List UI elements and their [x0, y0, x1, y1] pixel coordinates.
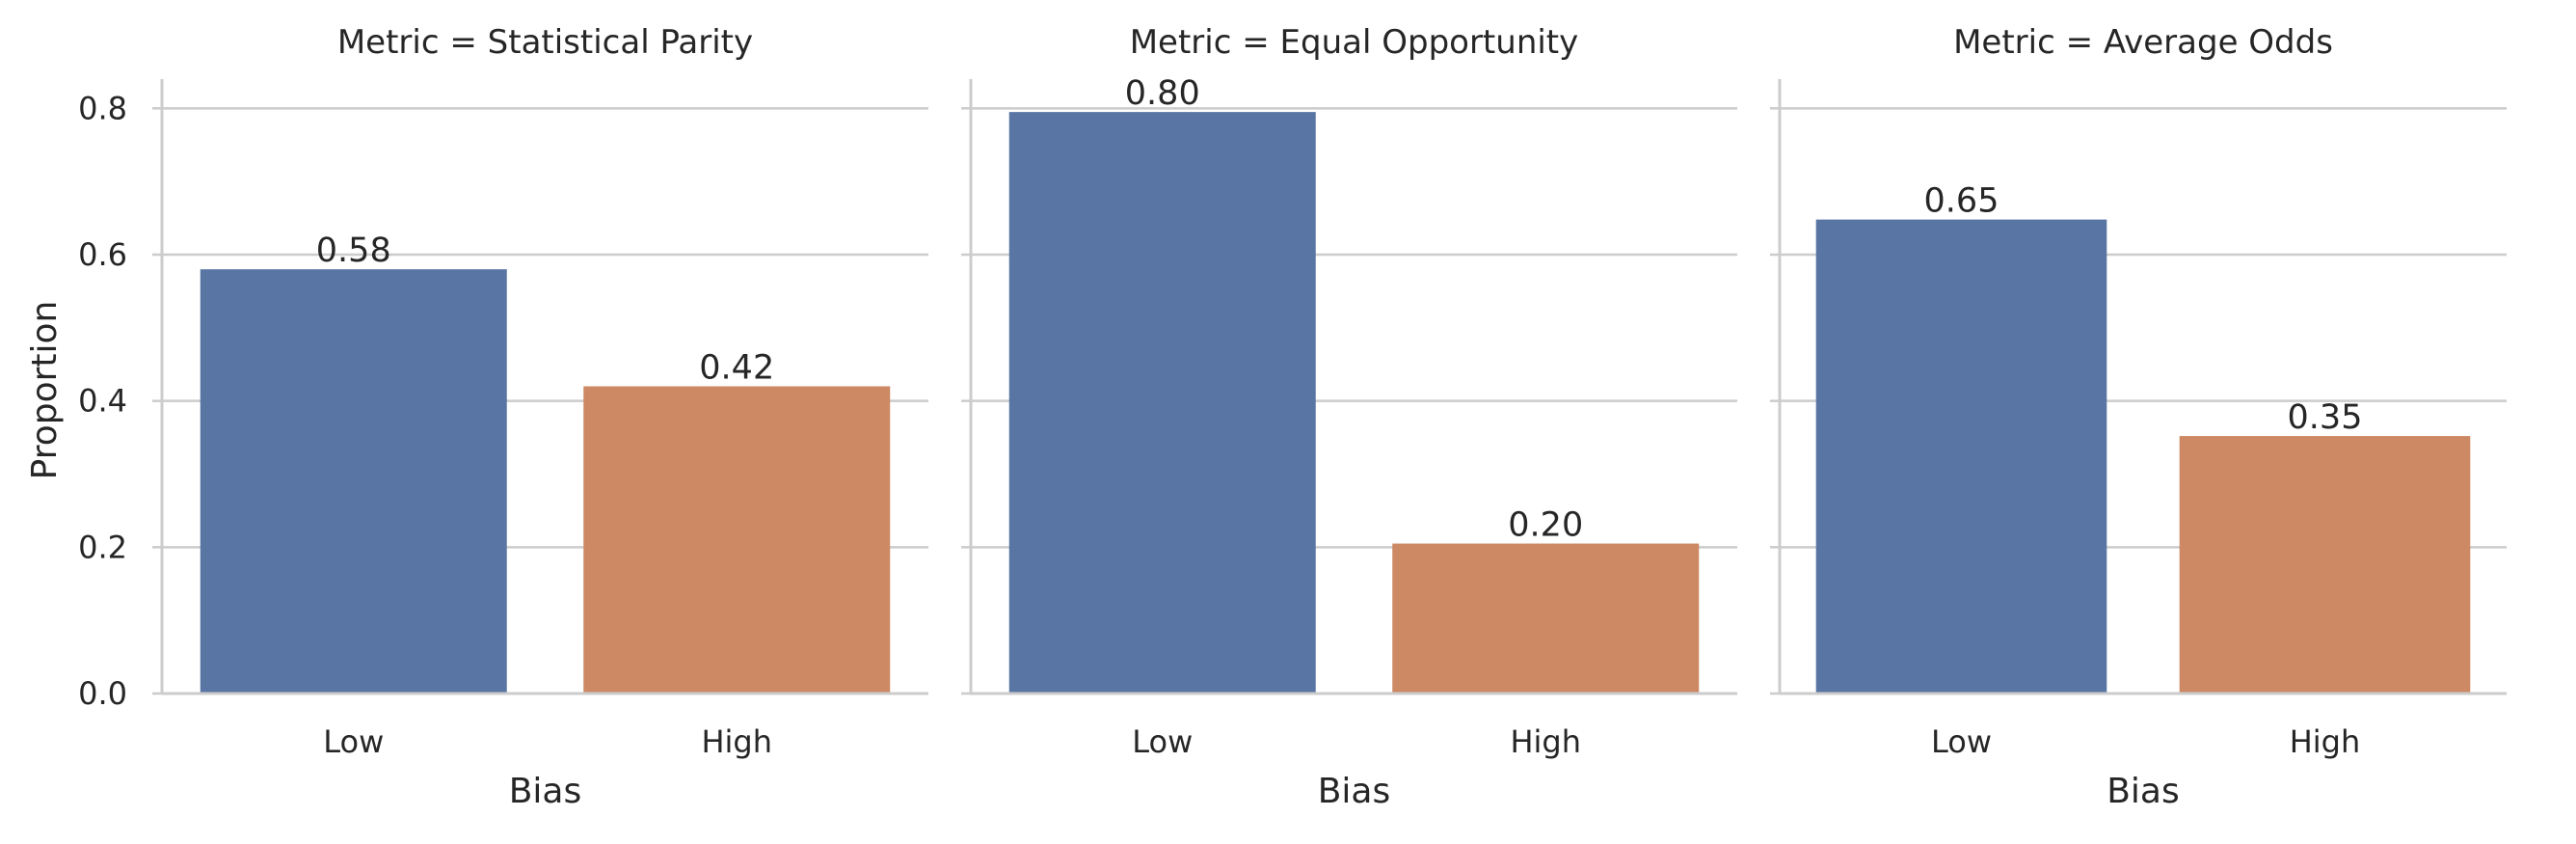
y-tick-label: 0.8 — [78, 90, 127, 126]
x-tick-label: Low — [1931, 723, 1992, 760]
x-tick-label: High — [701, 723, 772, 760]
bar-low — [1815, 219, 2107, 694]
x-tick-label: Low — [1132, 723, 1193, 760]
y-tick-label: 0.6 — [78, 236, 127, 273]
y-tick-label: 0.2 — [78, 529, 127, 565]
x-axis-label: Bias — [2106, 772, 2180, 811]
bar-low — [200, 269, 507, 694]
facet-title: Metric = Average Odds — [1953, 23, 2333, 62]
bar-value-label: 0.42 — [699, 349, 774, 388]
bar-value-label: 0.35 — [2288, 398, 2363, 437]
bar-value-label: 0.20 — [1508, 506, 1583, 545]
y-tick-label: 0.4 — [78, 383, 127, 420]
x-tick-label: Low — [323, 723, 384, 760]
y-axis-label: Proportion — [25, 301, 65, 480]
bar-high — [2179, 436, 2471, 694]
x-tick-label: High — [1510, 723, 1581, 760]
bar-high — [1392, 543, 1700, 694]
bar-low — [1008, 112, 1316, 694]
bar-value-label: 0.65 — [1924, 182, 1999, 221]
x-axis-label: Bias — [1318, 772, 1391, 811]
bar-value-label: 0.58 — [316, 231, 391, 270]
x-tick-label: High — [2290, 723, 2361, 760]
y-tick-label: 0.0 — [78, 675, 127, 712]
x-axis-label: Bias — [509, 772, 582, 811]
facet-title: Metric = Equal Opportunity — [1130, 23, 1579, 62]
facet-title: Metric = Statistical Parity — [337, 23, 753, 62]
bar-value-label: 0.80 — [1125, 74, 1200, 113]
bar-high — [583, 386, 891, 694]
